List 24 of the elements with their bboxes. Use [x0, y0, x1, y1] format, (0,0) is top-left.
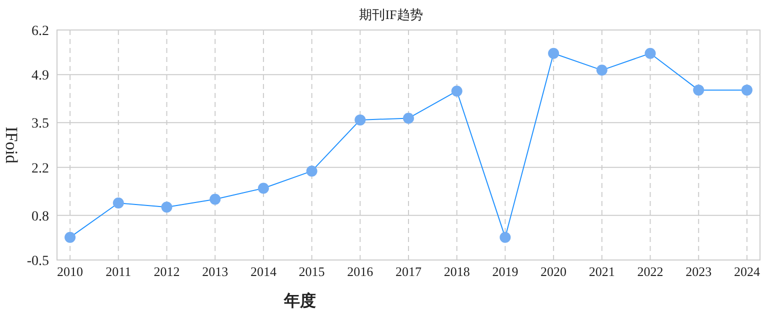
x-tick-label: 2012 [154, 264, 180, 279]
y-tick-label: 6.2 [32, 24, 49, 39]
x-tick-label: 2017 [396, 264, 422, 279]
y-axis-title: IFoid [2, 126, 21, 164]
x-tick-label: 2022 [637, 264, 664, 279]
x-tick-label: 2013 [202, 264, 228, 279]
x-axis-title: 年度 [283, 291, 316, 310]
x-tick-label: 2023 [686, 264, 712, 279]
x-tick-label: 2011 [106, 264, 132, 279]
y-tick-label: -0.5 [26, 254, 49, 269]
y-tick-label: 2.2 [32, 161, 49, 176]
x-tick-label: 2010 [57, 264, 84, 279]
x-tick-label: 2021 [588, 264, 615, 279]
y-tick-label: 3.5 [32, 116, 49, 132]
x-tick-label: 2019 [492, 264, 518, 279]
chart-title: 期刊IF趋势 [359, 7, 423, 22]
x-tick-label: 2015 [298, 264, 325, 279]
y-tick-label: 4.9 [32, 68, 49, 84]
y-tick-label: 0.8 [32, 209, 49, 224]
x-tick-label: 2020 [540, 264, 567, 279]
x-tick-label: 2014 [250, 264, 277, 279]
x-tick-label: 2018 [444, 264, 470, 279]
x-tick-label: 2016 [347, 264, 374, 279]
x-tick-label: 2024 [734, 264, 760, 279]
